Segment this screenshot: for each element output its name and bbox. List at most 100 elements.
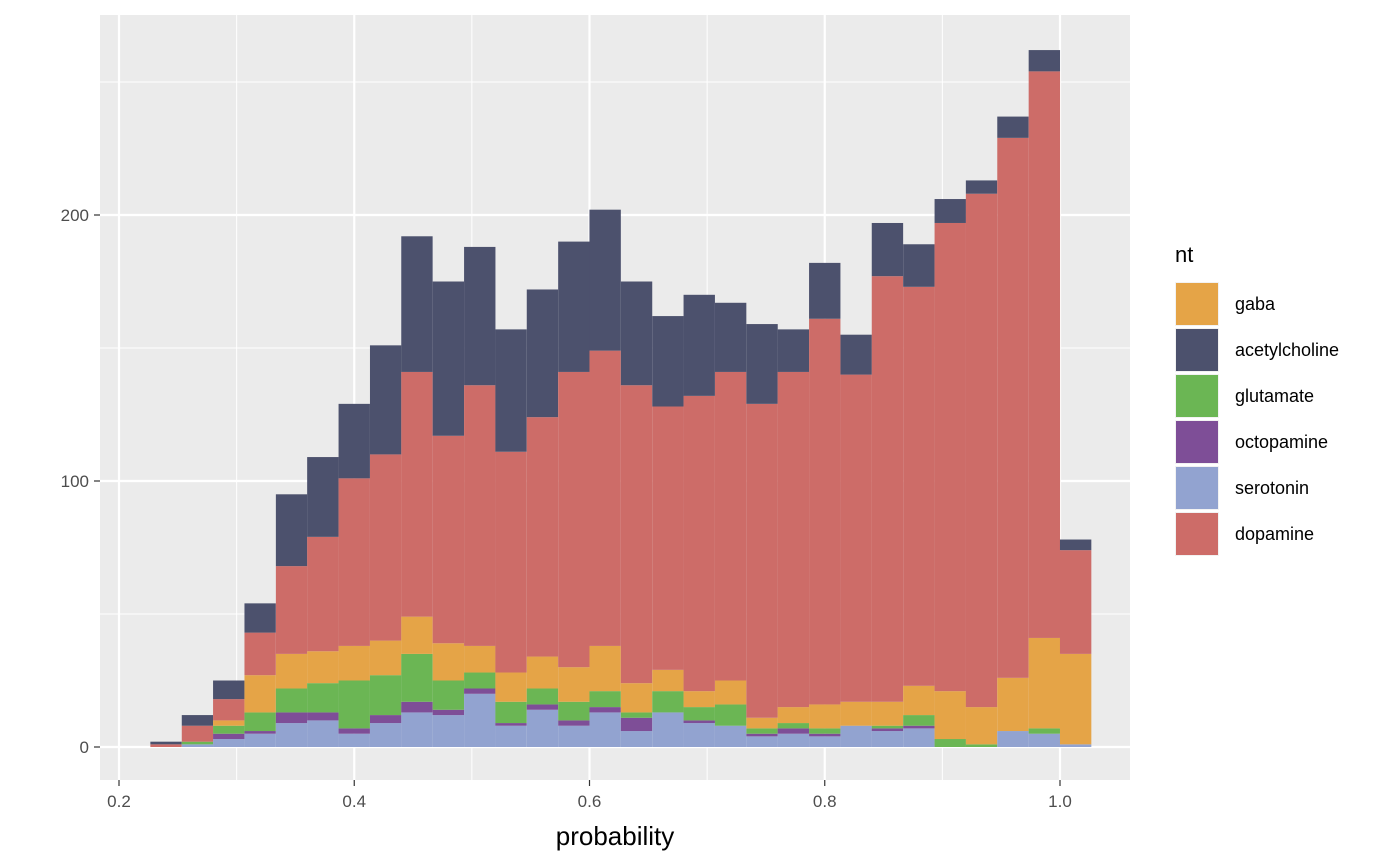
bar-octopamine — [369, 715, 402, 724]
bar-glutamate — [620, 712, 653, 718]
bar-dopamine — [620, 385, 653, 684]
bar-serotonin — [432, 715, 465, 747]
bar-serotonin — [213, 739, 245, 747]
bar-acetylcholine — [1059, 539, 1092, 551]
bar-gaba — [244, 675, 276, 713]
bar-octopamine — [213, 733, 245, 740]
bar-gaba — [464, 645, 496, 673]
bar-dopamine — [809, 318, 841, 705]
bar-acetylcholine — [181, 715, 214, 726]
bar-glutamate — [714, 704, 747, 726]
bar-acetylcholine — [934, 199, 966, 223]
bar-acetylcholine — [213, 680, 245, 700]
legend-swatch-glutamate — [1176, 375, 1218, 417]
bar-acetylcholine — [997, 116, 1029, 138]
bar-dopamine — [181, 725, 214, 742]
bar-glutamate — [903, 715, 935, 726]
bar-octopamine — [683, 720, 715, 724]
bar-acetylcholine — [275, 494, 308, 567]
bar-dopamine — [244, 632, 276, 676]
bar-glutamate — [307, 683, 339, 713]
x-axis-title: probability — [556, 821, 675, 851]
bar-octopamine — [338, 728, 370, 734]
bar-dopamine — [997, 137, 1029, 678]
bar-dopamine — [934, 222, 966, 692]
bar-serotonin — [526, 709, 559, 747]
bar-serotonin — [495, 725, 527, 747]
bar-octopamine — [244, 731, 276, 734]
bar-dopamine — [871, 276, 904, 702]
bar-dopamine — [652, 406, 684, 670]
bar-dopamine — [903, 286, 935, 686]
bar-serotonin — [558, 725, 590, 747]
bar-dopamine — [1059, 550, 1092, 654]
bar-gaba — [495, 672, 527, 702]
bar-acetylcholine — [432, 281, 465, 436]
bar-acetylcholine — [840, 334, 872, 375]
axes: 0.2 0.4 0.6 0.8 1.0 0 100 200 — [61, 206, 1072, 811]
bar-gaba — [338, 645, 370, 681]
bar-octopamine — [620, 717, 653, 732]
bar-glutamate — [275, 688, 308, 713]
bar-acetylcholine — [338, 403, 370, 479]
bar-octopamine — [903, 725, 935, 729]
bar-dopamine — [840, 374, 872, 702]
bar-acetylcholine — [965, 180, 998, 194]
bar-glutamate — [652, 691, 684, 713]
bar-serotonin — [244, 733, 276, 747]
legend-label-gaba: gaba — [1235, 294, 1276, 314]
bar-dopamine — [683, 395, 715, 692]
bar-serotonin — [903, 728, 935, 747]
bar-gaba — [432, 643, 465, 681]
bar-serotonin — [871, 731, 904, 747]
bar-gaba — [840, 701, 872, 726]
bar-dopamine — [558, 371, 590, 668]
bar-octopamine — [589, 707, 621, 713]
bar-serotonin — [620, 731, 653, 747]
bar-serotonin — [338, 733, 370, 747]
x-tick-label: 0.8 — [813, 792, 837, 811]
bar-acetylcholine — [464, 246, 496, 386]
legend-swatch-acetylcholine — [1176, 329, 1218, 371]
bar-acetylcholine — [777, 329, 810, 372]
bar-gaba — [714, 680, 747, 705]
bar-serotonin — [464, 693, 496, 747]
bar-glutamate — [181, 741, 214, 745]
bar-glutamate — [965, 744, 998, 747]
bar-serotonin — [401, 712, 433, 747]
bar-dopamine — [213, 699, 245, 721]
bar-octopamine — [526, 704, 559, 710]
bar-glutamate — [401, 653, 433, 702]
bar-gaba — [934, 691, 966, 740]
bar-acetylcholine — [369, 345, 402, 455]
bar-glutamate — [589, 691, 621, 708]
y-tick-label: 0 — [80, 738, 89, 757]
legend-label-octopamine: octopamine — [1235, 432, 1328, 452]
bar-dopamine — [150, 744, 182, 747]
bar-octopamine — [809, 733, 841, 737]
bar-octopamine — [464, 688, 496, 694]
bar-gaba — [620, 683, 653, 713]
bar-gaba — [746, 717, 778, 729]
bar-acetylcholine — [620, 281, 653, 386]
bars — [150, 50, 1092, 747]
bar-dopamine — [746, 403, 778, 718]
bar-serotonin — [307, 720, 339, 747]
bar-acetylcholine — [244, 603, 276, 633]
bar-serotonin — [652, 712, 684, 747]
bar-gaba — [526, 656, 559, 689]
bar-acetylcholine — [1028, 50, 1061, 72]
legend-swatch-gaba — [1176, 283, 1218, 325]
bar-gaba — [589, 645, 621, 692]
bar-acetylcholine — [558, 241, 590, 372]
x-tick-label: 0.2 — [107, 792, 131, 811]
bar-glutamate — [683, 707, 715, 721]
bar-octopamine — [871, 728, 904, 732]
bar-glutamate — [338, 680, 370, 729]
bar-dopamine — [495, 451, 527, 673]
bar-glutamate — [495, 701, 527, 724]
bar-octopamine — [558, 720, 590, 726]
bar-glutamate — [558, 701, 590, 721]
bar-dopamine — [338, 478, 370, 646]
legend-label-dopamine: dopamine — [1235, 524, 1314, 544]
